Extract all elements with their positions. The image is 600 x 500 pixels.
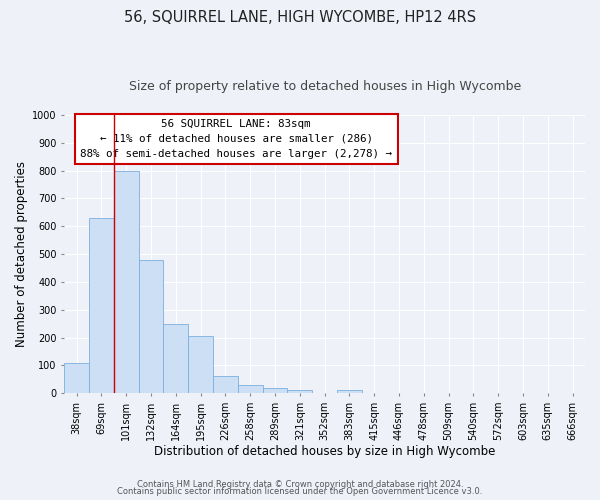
Bar (287, 390, 312, 393)
Bar (64, 362, 89, 393)
Bar (114, 170, 139, 393)
Text: Contains public sector information licensed under the Open Government Licence v3: Contains public sector information licen… (118, 487, 482, 496)
Text: 56, SQUIRREL LANE, HIGH WYCOMBE, HP12 4RS: 56, SQUIRREL LANE, HIGH WYCOMBE, HP12 4R… (124, 10, 476, 25)
Bar (163, 324, 188, 393)
Title: Size of property relative to detached houses in High Wycombe: Size of property relative to detached ho… (128, 80, 521, 93)
Bar (213, 376, 238, 393)
Bar (238, 385, 263, 393)
Bar (139, 260, 163, 393)
Bar (263, 388, 287, 393)
X-axis label: Distribution of detached houses by size in High Wycombe: Distribution of detached houses by size … (154, 444, 496, 458)
Bar (89, 218, 114, 393)
Bar (337, 390, 362, 393)
Y-axis label: Number of detached properties: Number of detached properties (15, 161, 28, 347)
Bar (188, 336, 213, 393)
Text: Contains HM Land Registry data © Crown copyright and database right 2024.: Contains HM Land Registry data © Crown c… (137, 480, 463, 489)
Text: 56 SQUIRREL LANE: 83sqm
← 11% of detached houses are smaller (286)
88% of semi-d: 56 SQUIRREL LANE: 83sqm ← 11% of detache… (80, 119, 392, 159)
